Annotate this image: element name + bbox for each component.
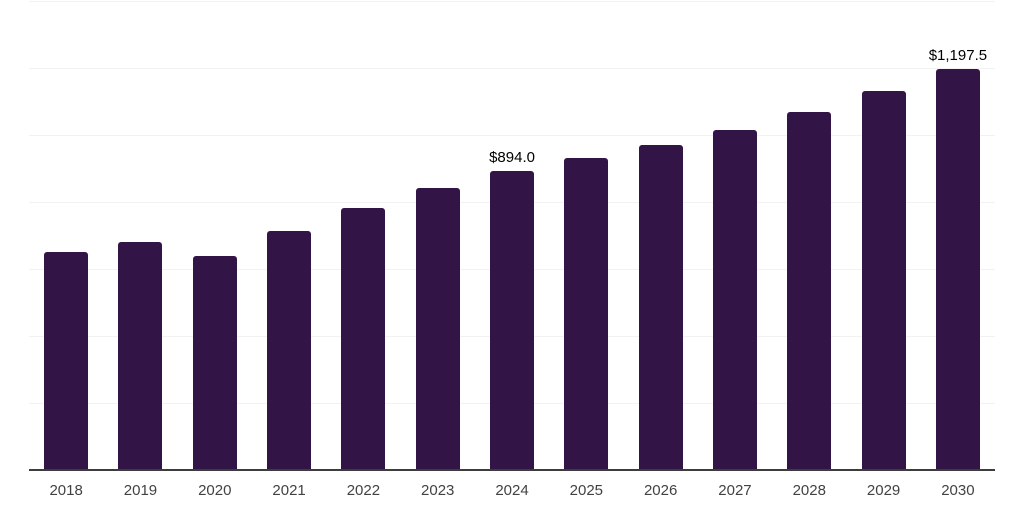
bar-2024 xyxy=(490,170,535,470)
bar-2030 xyxy=(935,68,980,470)
x-tick-label-2022: 2022 xyxy=(346,482,381,499)
plot-area: $894.0 $1,197.5 xyxy=(29,1,995,470)
x-tick-label-2029: 2029 xyxy=(866,482,901,499)
x-tick-label-2028: 2028 xyxy=(792,482,826,499)
bar-slot-2022 xyxy=(326,1,400,470)
bar-slot-2027 xyxy=(698,1,772,470)
x-tick-label-2025: 2025 xyxy=(569,482,604,499)
bar-2029 xyxy=(861,90,906,470)
x-tick-label-2023: 2023 xyxy=(421,482,455,499)
bar-slot-2028 xyxy=(772,1,846,470)
bar-2025 xyxy=(564,158,609,470)
bar-slot-2020 xyxy=(178,1,252,470)
gridline-1400 xyxy=(29,1,995,2)
bar-slot-2025 xyxy=(549,1,623,470)
bar-2028 xyxy=(787,111,832,470)
gridline-1000 xyxy=(29,135,995,136)
bar-slot-2029 xyxy=(846,1,920,470)
bar-2019 xyxy=(118,242,163,470)
bar-2020 xyxy=(192,256,237,470)
bar-2027 xyxy=(712,129,757,470)
bar-2023 xyxy=(415,187,460,470)
bar-slot-2023 xyxy=(401,1,475,470)
gridline-1200 xyxy=(29,68,995,69)
x-axis-line xyxy=(29,469,995,471)
bar-2026 xyxy=(638,145,683,470)
x-axis-labels: 2018 2019 2020 2021 2022 2023 2024 2025 2026 2027… xyxy=(29,481,995,501)
x-tick-label-2020: 2020 xyxy=(198,482,232,499)
data-label-2030: $1,197.5 xyxy=(928,46,988,64)
bar-slot-2030: $1,197.5 xyxy=(921,1,995,470)
x-tick-label-2021: 2021 xyxy=(272,482,306,499)
x-tick-label-2018: 2018 xyxy=(49,482,83,499)
bar-slot-2019 xyxy=(103,1,177,470)
bar-slot-2021 xyxy=(252,1,326,470)
bar-slot-2018 xyxy=(29,1,103,470)
bar-slot-2024: $894.0 xyxy=(475,1,549,470)
x-tick-label-2024: 2024 xyxy=(495,482,529,499)
x-tick-label-2019: 2019 xyxy=(123,482,158,499)
bars-container: $894.0 $1,197.5 xyxy=(29,1,995,470)
data-label-2024: $894.0 xyxy=(489,148,535,166)
bar-2022 xyxy=(341,208,386,470)
x-tick-label-2030: 2030 xyxy=(941,482,975,499)
bar-slot-2026 xyxy=(624,1,698,470)
bar-2021 xyxy=(267,231,312,470)
bar-2018 xyxy=(44,252,89,470)
x-tick-label-2026: 2026 xyxy=(643,482,678,499)
x-tick-label-2027: 2027 xyxy=(718,482,752,499)
